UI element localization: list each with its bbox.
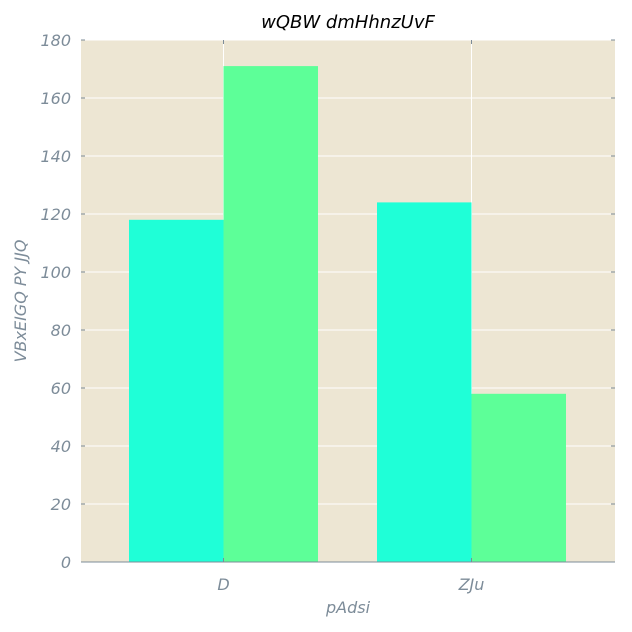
y-tick-label: 60 xyxy=(51,379,71,398)
y-tick-label: 140 xyxy=(40,147,71,166)
y-tick-label: 80 xyxy=(51,321,71,340)
axes: 0 20 40 60 80 100 120 140 160 180 D ZJu xyxy=(40,31,615,594)
bar-ZJu-series-1 xyxy=(377,202,472,562)
y-tick-label: 40 xyxy=(51,437,71,456)
x-tick-label: D xyxy=(217,575,229,594)
y-tick-label: 160 xyxy=(40,89,71,108)
bar-D-series-1 xyxy=(129,219,224,563)
x-axis-label: pAdsi xyxy=(325,598,371,617)
chart-title: wQBW dmHhnzUvF xyxy=(261,12,435,33)
x-tick-label: ZJu xyxy=(458,575,485,594)
y-tick-label: 20 xyxy=(51,495,71,514)
y-tick-label: 180 xyxy=(40,31,71,50)
y-axis-label: VBxEIGQ PY JJQ xyxy=(11,240,30,363)
y-tick-label: 0 xyxy=(61,553,71,572)
bar-D-series-2 xyxy=(223,66,318,562)
y-tick-label: 120 xyxy=(40,205,71,224)
y-tick-label: 100 xyxy=(40,263,71,282)
bar-ZJu-series-2 xyxy=(471,393,566,562)
bars xyxy=(129,66,566,563)
